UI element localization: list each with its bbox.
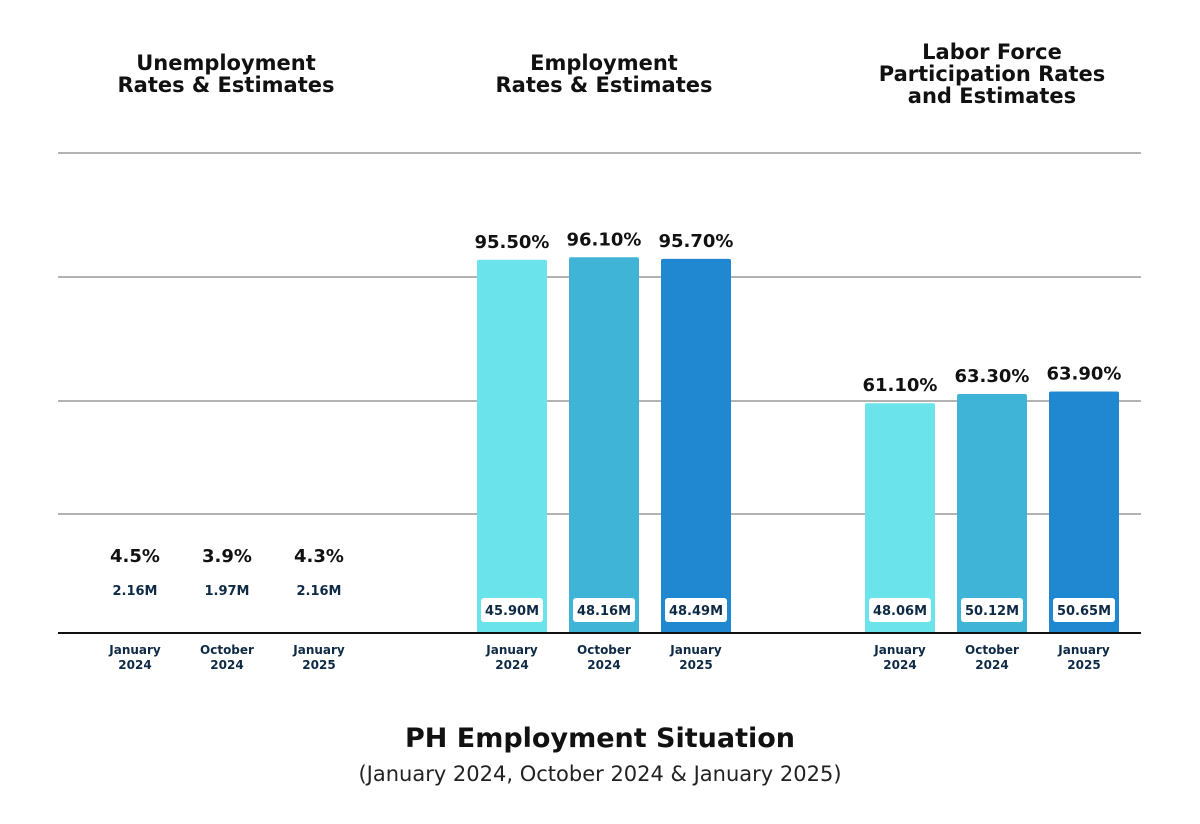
rate-label-2-1: 95.50% (475, 232, 550, 253)
category-label-2-1-line-1: January (485, 643, 538, 657)
rate-label-2-2: 96.10% (567, 229, 642, 250)
bars (477, 257, 1119, 633)
category-label-1-3-line-2: 2025 (302, 658, 335, 672)
estimate-label-1-3: 2.16M (296, 584, 341, 599)
bar-2-2 (569, 257, 639, 633)
bar-3-2 (957, 394, 1027, 633)
chart-title: PH Employment Situation (405, 723, 795, 754)
panel-2-title-line-2: Rates & Estimates (496, 73, 713, 97)
category-label-3-3-line-1: January (1057, 643, 1110, 657)
panel-3-title-line-2: Participation Rates (879, 62, 1106, 86)
bar-2-3 (661, 258, 731, 633)
panel-2-title-line-1: Employment (530, 51, 678, 75)
category-label-1-1-line-2: 2024 (118, 658, 151, 672)
chart-subtitle: (January 2024, October 2024 & January 20… (358, 762, 841, 786)
rate-label-2-3: 95.70% (659, 231, 734, 252)
category-label-3-3-line-2: 2025 (1067, 658, 1100, 672)
category-label-1-2-line-2: 2024 (210, 658, 243, 672)
panel-3-title-line-3: and Estimates (908, 84, 1076, 108)
rate-label-3-3: 63.90% (1047, 364, 1122, 385)
rate-label-1-3: 4.3% (294, 546, 344, 567)
category-label-3-1-line-1: January (873, 643, 926, 657)
estimate-box-3-3 (1053, 598, 1115, 622)
panel-3-title-line-1: Labor Force (922, 40, 1062, 64)
estimate-box-2-2 (573, 598, 635, 622)
estimate-label-2-3: 48.49M (669, 604, 723, 619)
category-label-2-1-line-2: 2024 (495, 658, 528, 672)
category-label-2-2-line-1: October (577, 643, 631, 657)
estimate-label-3-2: 50.12M (965, 604, 1019, 619)
estimate-box-2-3 (665, 598, 727, 622)
rate-label-3-1: 61.10% (863, 375, 938, 396)
estimate-box-3-1 (869, 598, 931, 622)
rate-label-3-2: 63.30% (955, 366, 1030, 387)
estimate-label-1-1: 2.16M (112, 584, 157, 599)
estimate-box-3-2 (961, 598, 1023, 622)
category-label-2-3-line-1: January (669, 643, 722, 657)
estimate-label-2-2: 48.16M (577, 604, 631, 619)
estimate-label-2-1: 45.90M (485, 604, 539, 619)
rate-label-1-1: 4.5% (110, 546, 160, 567)
category-label-1-3-line-1: January (292, 643, 345, 657)
category-label-3-2-line-1: October (965, 643, 1019, 657)
bar-3-3 (1049, 391, 1119, 633)
rate-label-1-2: 3.9% (202, 546, 252, 567)
estimate-box-2-1 (481, 598, 543, 622)
panel-1-title-line-2: Rates & Estimates (118, 73, 335, 97)
estimate-label-3-3: 50.65M (1057, 604, 1111, 619)
bar-3-1 (865, 403, 935, 633)
category-label-3-2-line-2: 2024 (975, 658, 1008, 672)
estimate-label-1-2: 1.97M (204, 584, 249, 599)
category-label-1-1-line-1: January (108, 643, 161, 657)
category-label-3-1-line-2: 2024 (883, 658, 916, 672)
category-label-2-2-line-2: 2024 (587, 658, 620, 672)
bar-2-1 (477, 259, 547, 633)
category-label-2-3-line-2: 2025 (679, 658, 712, 672)
category-label-1-2-line-1: October (200, 643, 254, 657)
estimate-label-3-1: 48.06M (873, 604, 927, 619)
panel-1-title-line-1: Unemployment (136, 51, 316, 75)
